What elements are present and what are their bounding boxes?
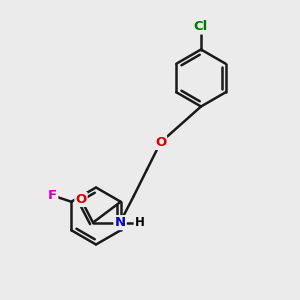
Text: O: O bbox=[75, 193, 87, 206]
Text: N: N bbox=[114, 216, 126, 229]
Text: H: H bbox=[135, 216, 144, 229]
Text: O: O bbox=[155, 136, 166, 149]
Text: F: F bbox=[48, 189, 57, 202]
Text: Cl: Cl bbox=[194, 20, 208, 34]
